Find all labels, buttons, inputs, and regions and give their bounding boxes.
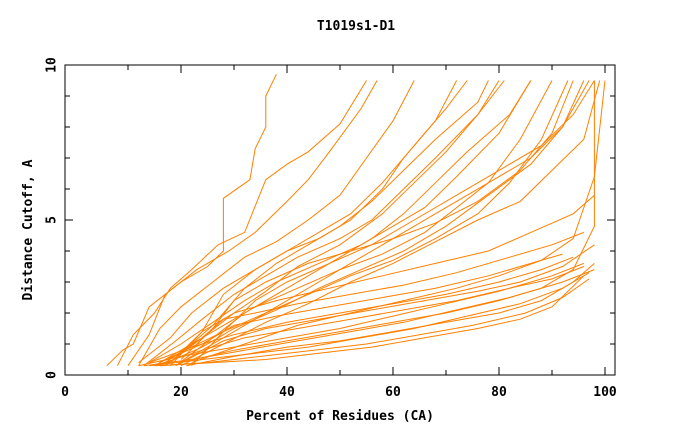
series-line-7 [148, 80, 532, 364]
axis-ticks: 0 20 40 60 80 100 0 5 10 [45, 57, 617, 400]
series-line-28 [180, 80, 595, 364]
series-line-23 [154, 266, 584, 367]
series-line-6 [143, 80, 505, 367]
series-line-10 [159, 80, 585, 367]
series-line-31 [180, 80, 574, 360]
series-line-14 [175, 80, 595, 367]
series-line-8 [154, 80, 553, 367]
y-axis-label: Distance Cutoff, A [21, 159, 36, 300]
series-line-12 [170, 80, 458, 367]
series-line-20 [154, 278, 590, 367]
y-tick-label: 5 [45, 216, 60, 224]
series-line-19 [149, 272, 590, 367]
y-tick-label: 0 [45, 371, 60, 379]
series-line-29 [186, 263, 595, 367]
series-line-4 [138, 80, 415, 366]
series-line-32 [191, 80, 532, 367]
series-line-11 [164, 80, 500, 364]
series-line-3 [127, 80, 378, 366]
series-line-17 [138, 262, 584, 367]
series-line-30 [191, 80, 606, 364]
x-tick-label: 80 [491, 385, 507, 400]
series-line-27 [175, 244, 595, 367]
series-line-13 [170, 80, 489, 363]
series-lines [106, 74, 606, 367]
series-line-22 [149, 256, 574, 364]
x-axis-label: Percent of Residues (CA) [246, 409, 434, 424]
x-tick-label: 60 [385, 385, 401, 400]
series-line-26 [170, 194, 595, 363]
series-line-25 [164, 231, 584, 367]
series-line-24 [159, 253, 563, 364]
x-tick-label: 100 [593, 385, 617, 400]
x-tick-label: 40 [279, 385, 295, 400]
x-tick-label: 0 [61, 385, 69, 400]
series-line-2 [116, 80, 367, 366]
series-line-5 [138, 80, 468, 363]
series-line-15 [180, 80, 590, 364]
x-tick-label: 20 [173, 385, 189, 400]
series-line-16 [180, 80, 601, 367]
series-line-1 [106, 74, 277, 367]
y-tick-label: 10 [45, 57, 60, 73]
chart-title: T1019s1-D1 [317, 19, 395, 34]
series-line-21 [159, 275, 585, 367]
